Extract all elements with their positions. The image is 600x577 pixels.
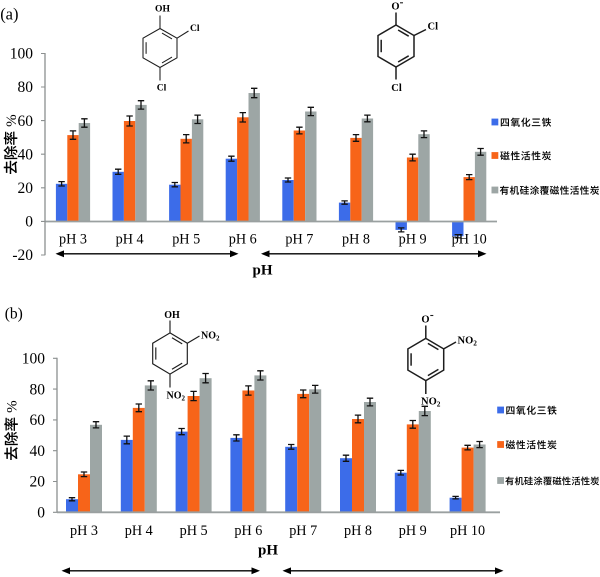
svg-text:pH: pH: [252, 263, 272, 279]
svg-text:80: 80: [30, 381, 46, 398]
svg-text:(b): (b): [5, 306, 23, 323]
svg-text:pH 7: pH 7: [289, 523, 317, 539]
svg-text:100: 100: [22, 351, 46, 368]
svg-text:-20: -20: [12, 247, 33, 264]
svg-text:pH 5: pH 5: [180, 523, 208, 539]
svg-text:OH: OH: [164, 310, 180, 321]
svg-text:20: 20: [18, 180, 34, 197]
svg-text:O: O: [421, 315, 429, 326]
svg-text:0: 0: [25, 214, 33, 231]
svg-text:(a): (a): [0, 4, 18, 23]
svg-text:Cl: Cl: [428, 22, 439, 33]
svg-text:%: %: [4, 114, 20, 127]
svg-text:pH 9: pH 9: [399, 523, 427, 539]
svg-text:Cl: Cl: [391, 83, 402, 94]
svg-text:pH 8: pH 8: [342, 232, 370, 248]
svg-text:20: 20: [30, 474, 46, 491]
svg-text:pH 6: pH 6: [229, 232, 257, 248]
svg-text:pH 9: pH 9: [399, 232, 427, 248]
svg-text:40: 40: [30, 443, 46, 460]
svg-text:pH: pH: [258, 543, 278, 559]
svg-text:pH 5: pH 5: [172, 232, 200, 248]
svg-text:pH 4: pH 4: [125, 523, 153, 539]
svg-text:pH 8: pH 8: [344, 523, 372, 539]
svg-text:NO2: NO2: [167, 391, 186, 403]
svg-text:pH 3: pH 3: [59, 232, 87, 248]
svg-text:0: 0: [37, 505, 45, 522]
svg-text:Cl: Cl: [157, 83, 167, 94]
svg-text:100: 100: [10, 46, 34, 63]
svg-text:NO2: NO2: [458, 336, 478, 348]
svg-text:pH 4: pH 4: [116, 232, 144, 248]
svg-text:pH 10: pH 10: [452, 232, 487, 248]
svg-text:O: O: [391, 2, 399, 13]
svg-text:OH: OH: [155, 4, 170, 15]
svg-text:40: 40: [18, 146, 34, 163]
svg-text:NO2: NO2: [201, 331, 220, 343]
svg-text:Cl: Cl: [190, 23, 200, 34]
svg-text:60: 60: [18, 113, 34, 130]
svg-text:80: 80: [18, 79, 34, 96]
svg-text:pH 7: pH 7: [285, 232, 313, 248]
svg-text:pH 10: pH 10: [450, 523, 485, 539]
svg-text:NO2: NO2: [421, 397, 441, 409]
svg-text:pH 3: pH 3: [70, 523, 98, 539]
svg-text:pH 6: pH 6: [234, 523, 262, 539]
svg-text:%: %: [4, 400, 20, 413]
svg-text:60: 60: [30, 412, 46, 429]
